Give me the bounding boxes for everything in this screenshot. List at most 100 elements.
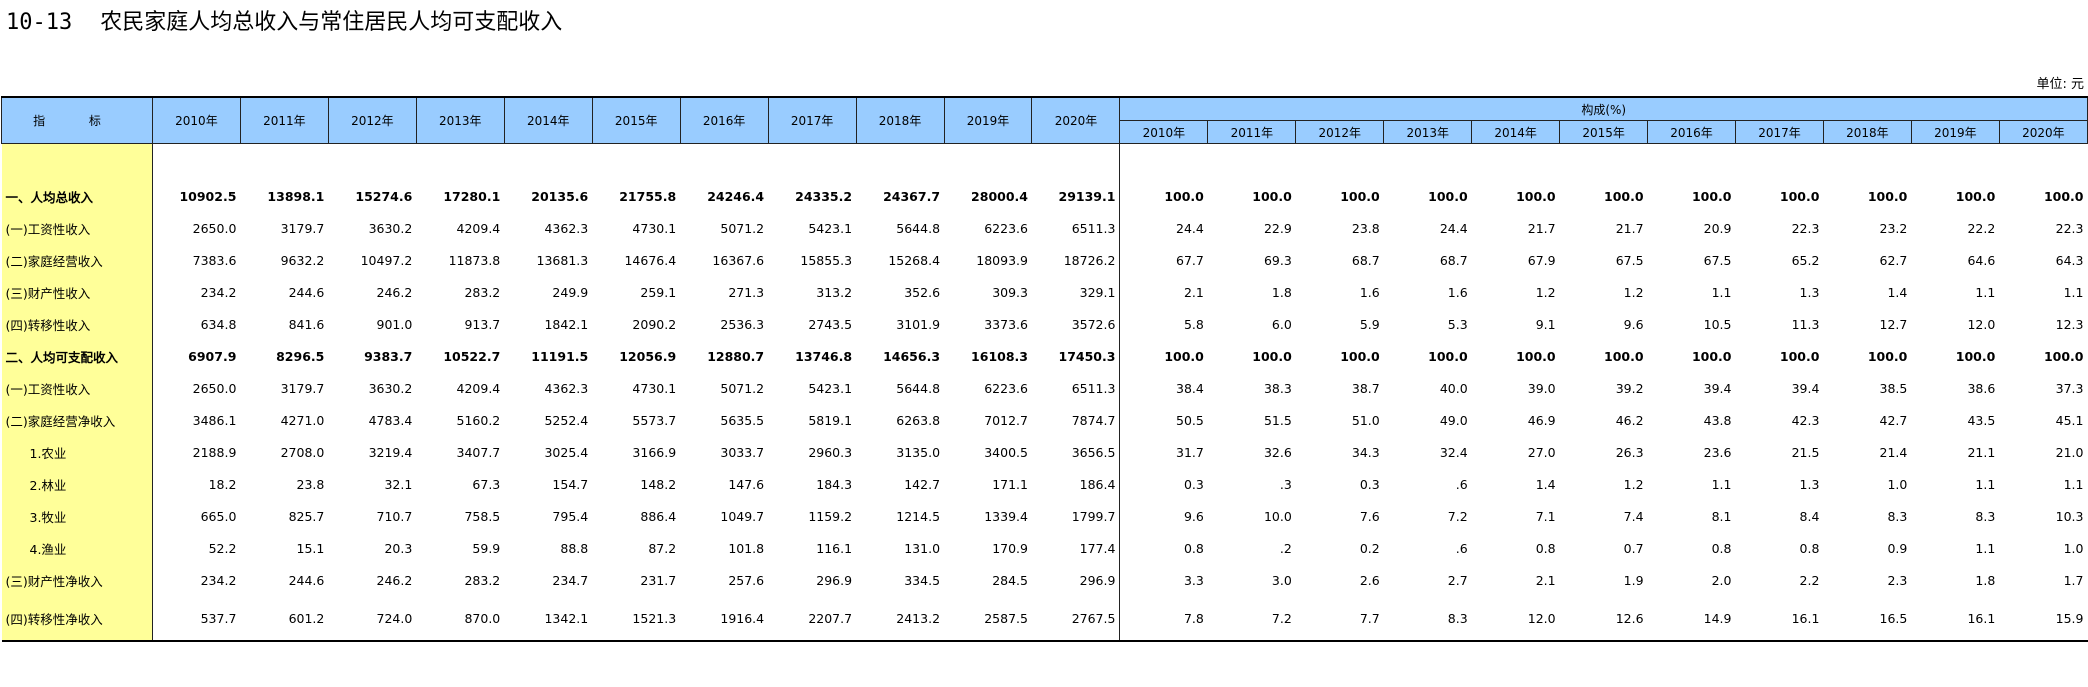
- percent-cell: 12.7: [1879, 316, 1908, 332]
- table-body: 一、人均总收入 10902.5 13898.1 15274.6 17280.1 20135…: [1, 143, 2088, 642]
- percent-cell: 100.0: [1516, 348, 1556, 364]
- percent-cell: 67.9: [1527, 252, 1556, 268]
- value-cell: 5071.2: [720, 220, 765, 236]
- row-label: (三)财产性收入: [1, 276, 153, 308]
- percent-cell: 27.0: [1527, 444, 1556, 460]
- table-row: 一、人均总收入 10902.5 13898.1 15274.6 17280.1 20135…: [1, 180, 2088, 212]
- percent-cell: 5.3: [1447, 316, 1468, 332]
- value-cell: 1521.3: [592, 596, 681, 642]
- percent-cell: 67.7: [1176, 252, 1204, 268]
- row-label: 2.林业: [1, 468, 153, 500]
- value-cell: 142.7: [904, 476, 941, 492]
- percent-cell: 16.1: [1735, 596, 1824, 642]
- percent-cell: 21.7: [1615, 220, 1644, 236]
- percent-cell: 39.2: [1615, 380, 1644, 396]
- percent-cell: 0.7: [1623, 540, 1644, 556]
- percent-cell: 12.0: [1967, 316, 1996, 332]
- table-row: 1.农业 2188.9 2708.0 3219.4 3407.7 3025.4 3166.9…: [1, 436, 2088, 468]
- percent-cell: 1.1: [2063, 476, 2084, 492]
- percent-cell: 38.4: [1176, 380, 1204, 396]
- table-row: (一)工资性收入 2650.0 3179.7 3630.2 4209.4 4362.3 47…: [1, 212, 2088, 244]
- table-row: (四)转移性净收入 537.7 601.2 724.0 870.0 1342.1 1521.…: [1, 596, 2088, 642]
- percent-cell: 0.3: [1183, 476, 1204, 492]
- table-row: 二、人均可支配收入 6907.9 8296.5 9383.7 10522.7 11191.…: [1, 340, 2088, 372]
- percent-cell: 22.3: [1791, 220, 1820, 236]
- percent-cell: 15.9: [1999, 596, 2088, 642]
- value-cell: 59.9: [472, 540, 501, 556]
- value-cell: 5573.7: [632, 412, 677, 428]
- value-cell: 18093.9: [976, 252, 1028, 268]
- value-cell: 5644.8: [896, 380, 941, 396]
- percent-cell: 46.9: [1527, 412, 1556, 428]
- row-label: (一)工资性收入: [1, 372, 153, 404]
- value-cell: 3373.6: [984, 316, 1028, 332]
- value-cell: 334.5: [904, 572, 941, 588]
- row-label: (四)转移性净收入: [1, 596, 153, 642]
- percent-cell: 1.1: [1975, 284, 1996, 300]
- percent-cell: 100.0: [1955, 348, 1996, 364]
- value-cell: 795.4: [552, 508, 589, 524]
- percent-cell: 1.3: [1799, 284, 1820, 300]
- percent-cell: 10.3: [2055, 508, 2084, 524]
- value-cell: 15274.6: [355, 188, 413, 204]
- value-cell: 17450.3: [1031, 340, 1121, 372]
- percent-cell: 10.0: [1263, 508, 1292, 524]
- percent-cell: 2.7: [1447, 572, 1468, 588]
- percent-cell: 100.0: [1867, 348, 1908, 364]
- value-cell: 14656.3: [883, 348, 941, 364]
- percent-cell: 1.6: [1447, 284, 1468, 300]
- percent-cell: 12.6: [1559, 596, 1648, 642]
- percent-cell: 0.9: [1887, 540, 1908, 556]
- value-cell: 17280.1: [443, 188, 501, 204]
- value-cell: 101.8: [728, 540, 765, 556]
- percent-cell: 1.2: [1623, 476, 1644, 492]
- value-cell: 13746.8: [795, 348, 853, 364]
- percent-cell: 100.0: [1779, 348, 1820, 364]
- percent-cell: 0.8: [1183, 540, 1204, 556]
- percent-cell: 8.4: [1799, 508, 1820, 524]
- value-cell: 246.2: [376, 572, 413, 588]
- percent-cell: 64.6: [1967, 252, 1996, 268]
- percent-cell: 21.1: [1967, 444, 1996, 460]
- value-cell: 2767.5: [1031, 596, 1121, 642]
- value-cell: 3630.2: [368, 380, 413, 396]
- value-cell: 231.7: [640, 572, 677, 588]
- table-header: 指 标 2010年 2011年 2012年 2013年 2014年 2015年 2016年 20…: [1, 96, 2088, 144]
- percent-cell: 32.4: [1439, 444, 1468, 460]
- value-cell: 11873.8: [448, 252, 501, 268]
- value-cell: 5644.8: [896, 220, 941, 236]
- value-cell: 21755.8: [619, 188, 677, 204]
- value-cell: 3486.1: [192, 412, 237, 428]
- value-cell: 5160.2: [456, 412, 501, 428]
- year-header: 2012年: [327, 96, 417, 144]
- percent-cell: 0.2: [1359, 540, 1380, 556]
- percent-cell: 43.5: [1967, 412, 1996, 428]
- value-cell: 244.6: [288, 284, 325, 300]
- value-cell: 665.0: [200, 508, 237, 524]
- value-cell: 4209.4: [456, 220, 501, 236]
- percent-cell: 16.1: [1911, 596, 2000, 642]
- income-table: 指 标 2010年 2011年 2012年 2013年 2014年 2015年 2016年 20…: [1, 96, 2088, 642]
- year-header: 2016年: [679, 96, 769, 144]
- percent-cell: 100.0: [1604, 348, 1644, 364]
- percent-cell: 1.3: [1799, 476, 1820, 492]
- value-cell: 901.0: [376, 316, 413, 332]
- value-cell: 4362.3: [544, 380, 589, 396]
- row-label: 一、人均总收入: [1, 180, 153, 212]
- value-cell: 8296.5: [276, 348, 325, 364]
- value-cell: 12880.7: [707, 348, 765, 364]
- percent-cell: 1.4: [1887, 284, 1908, 300]
- value-cell: 20.3: [384, 540, 413, 556]
- value-cell: 841.6: [288, 316, 325, 332]
- value-cell: 28000.4: [971, 188, 1028, 204]
- value-cell: 634.8: [200, 316, 237, 332]
- row-label: 1.农业: [1, 436, 153, 468]
- composition-year-header: 2018年: [1822, 120, 1912, 144]
- value-cell: 5071.2: [720, 380, 765, 396]
- percent-cell: 12.0: [1471, 596, 1560, 642]
- row-label: 3.牧业: [1, 500, 153, 532]
- percent-cell: 16.5: [1823, 596, 1912, 642]
- percent-cell: 1.0: [1887, 476, 1908, 492]
- row-label: 二、人均可支配收入: [1, 340, 153, 372]
- percent-cell: 100.0: [1428, 348, 1468, 364]
